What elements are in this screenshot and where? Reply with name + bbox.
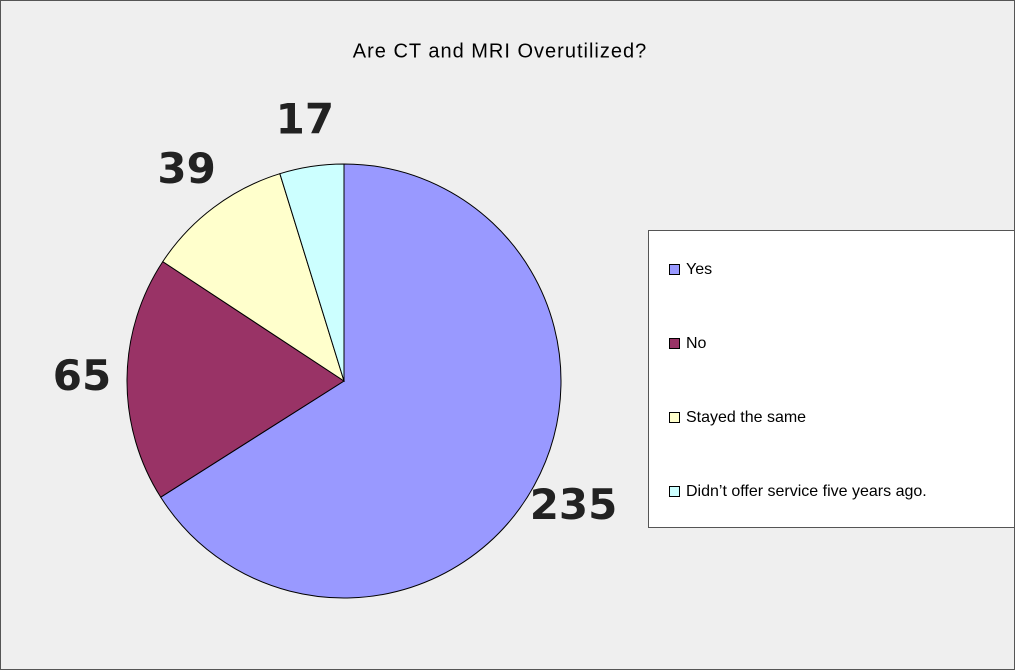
pie-slice xyxy=(126,260,345,498)
data-label: 39 xyxy=(157,144,215,193)
pie-slice xyxy=(162,173,345,383)
legend-label: No xyxy=(686,335,707,352)
data-label: 235 xyxy=(530,480,618,529)
pie-slice xyxy=(279,163,345,382)
legend-label: Stayed the same xyxy=(686,409,806,426)
data-label: 17 xyxy=(276,94,334,143)
pie-slice xyxy=(160,163,562,599)
legend-label: Yes xyxy=(686,261,712,278)
legend-swatch xyxy=(669,338,680,349)
legend-swatch xyxy=(669,264,680,275)
legend-swatch xyxy=(669,412,680,423)
legend-label: Didn’t offer service five years ago. xyxy=(686,483,927,500)
chart-title: Are CT and MRI Overutilized? xyxy=(353,40,647,62)
data-label: 65 xyxy=(53,351,111,400)
legend-swatch xyxy=(669,486,680,497)
legend-box xyxy=(648,230,1015,528)
